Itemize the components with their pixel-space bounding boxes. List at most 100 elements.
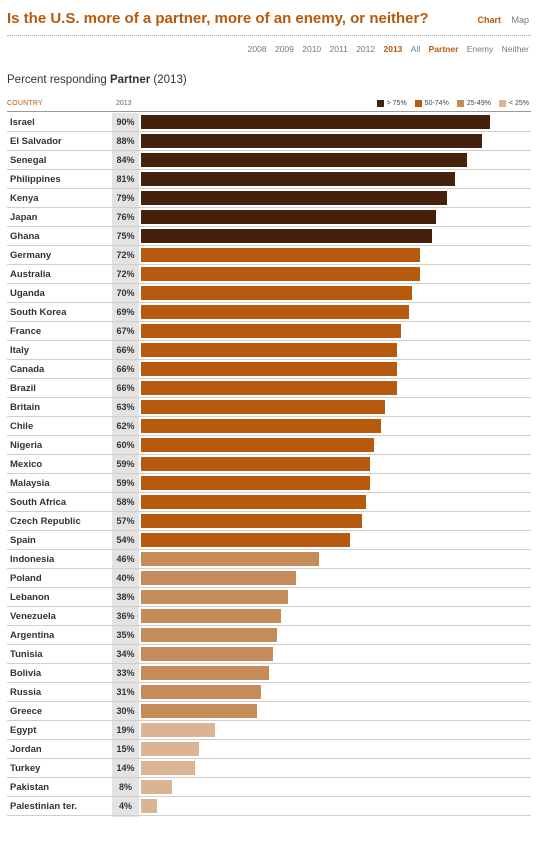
data-label: 62%	[116, 421, 135, 431]
view-toggle: Chart Map	[469, 15, 529, 25]
row-divider	[7, 378, 531, 379]
row-divider	[7, 283, 531, 284]
table-row: Russia 31%	[0, 683, 545, 702]
data-label: 72%	[116, 250, 135, 260]
bar	[141, 628, 277, 642]
country-label: South Korea	[10, 307, 67, 318]
country-label: Australia	[10, 269, 51, 280]
country-column-header: COUNTRY	[7, 100, 43, 107]
row-divider	[7, 207, 531, 208]
response-filter-enemy[interactable]: Enemy	[466, 44, 494, 54]
data-label: 76%	[116, 212, 135, 222]
row-divider	[7, 416, 531, 417]
table-row: Ghana 75%	[0, 227, 545, 246]
data-label: 81%	[116, 174, 135, 184]
row-divider	[7, 549, 531, 550]
data-label: 84%	[116, 155, 135, 165]
year-filter-all[interactable]: All	[410, 44, 421, 54]
bar	[141, 647, 273, 661]
table-row: Israel 90%	[0, 113, 545, 132]
bar	[141, 115, 490, 129]
bar	[141, 742, 200, 756]
table-row: Lebanon 38%	[0, 588, 545, 607]
bar	[141, 457, 370, 471]
data-label: 34%	[116, 649, 135, 659]
row-divider	[7, 131, 531, 132]
data-label: 72%	[116, 269, 135, 279]
header-divider	[7, 111, 531, 112]
row-divider	[7, 435, 531, 436]
country-label: Poland	[10, 573, 42, 584]
table-row: Australia 72%	[0, 265, 545, 284]
legend-item-25-49: 25-49%	[456, 100, 491, 107]
legend-item-below-25: < 25%	[498, 100, 529, 107]
row-divider	[7, 720, 531, 721]
table-row: Indonesia 46%	[0, 550, 545, 569]
country-label: Philippines	[10, 174, 61, 185]
table-row: Germany 72%	[0, 246, 545, 265]
row-divider	[7, 606, 531, 607]
bar	[141, 590, 289, 604]
row-divider	[7, 169, 531, 170]
bar	[141, 666, 269, 680]
country-label: Germany	[10, 250, 52, 261]
data-label: 88%	[116, 136, 135, 146]
row-divider	[7, 188, 531, 189]
table-row: Czech Republic 57%	[0, 512, 545, 531]
subtitle-highlight: Partner	[109, 74, 151, 86]
bar	[141, 799, 157, 813]
table-row: Uganda 70%	[0, 284, 545, 303]
row-divider	[7, 701, 531, 702]
country-label: Mexico	[10, 459, 43, 470]
table-row: Italy 66%	[0, 341, 545, 360]
table-row: Japan 76%	[0, 208, 545, 227]
table-row: Philippines 81%	[0, 170, 545, 189]
map-view-button[interactable]: Map	[511, 15, 529, 25]
year-filter-2008[interactable]: 2008	[247, 44, 267, 54]
table-row: France 67%	[0, 322, 545, 341]
data-label: 46%	[116, 554, 135, 564]
row-divider	[7, 302, 531, 303]
subtitle-suffix: (2013)	[153, 74, 187, 86]
chart-view-button[interactable]: Chart	[477, 15, 501, 25]
chart-subtitle: Percent responding Partner (2013)	[7, 74, 187, 86]
response-filter-partner[interactable]: Partner	[428, 44, 459, 54]
row-divider	[7, 511, 531, 512]
table-row: Nigeria 60%	[0, 436, 545, 455]
bar	[141, 400, 386, 414]
bar	[141, 571, 297, 585]
table-row: Pakistan 8%	[0, 778, 545, 797]
country-label: Russia	[10, 687, 42, 698]
data-label: 63%	[116, 402, 135, 412]
year-filter-2012[interactable]: 2012	[356, 44, 376, 54]
country-label: Chile	[10, 421, 34, 432]
row-divider	[7, 397, 531, 398]
year-filter-2010[interactable]: 2010	[302, 44, 322, 54]
bar	[141, 609, 281, 623]
country-label: Jordan	[10, 744, 42, 755]
table-row: Tunisia 34%	[0, 645, 545, 664]
bar	[141, 210, 436, 224]
year-filter-2011[interactable]: 2011	[329, 44, 348, 54]
row-divider	[7, 777, 531, 778]
country-label: Malaysia	[10, 478, 50, 489]
bar	[141, 134, 483, 148]
year-filter-2013[interactable]: 2013	[383, 44, 403, 54]
data-label: 54%	[116, 535, 135, 545]
country-label: Nigeria	[10, 440, 43, 451]
data-label: 75%	[116, 231, 135, 241]
data-label: 31%	[116, 687, 135, 697]
table-row: Argentina 35%	[0, 626, 545, 645]
table-row: Turkey 14%	[0, 759, 545, 778]
response-filter-neither[interactable]: Neither	[501, 44, 529, 54]
row-divider	[7, 492, 531, 493]
bar	[141, 685, 262, 699]
country-label: Senegal	[10, 155, 47, 166]
country-label: South Africa	[10, 497, 67, 508]
bar	[141, 495, 366, 509]
legend-swatch-50-74	[414, 100, 422, 107]
year-filter-2009[interactable]: 2009	[274, 44, 294, 54]
bar	[141, 552, 320, 566]
country-label: Greece	[10, 706, 43, 717]
legend: > 75% 50-74% 25-49% < 25%	[369, 100, 529, 107]
